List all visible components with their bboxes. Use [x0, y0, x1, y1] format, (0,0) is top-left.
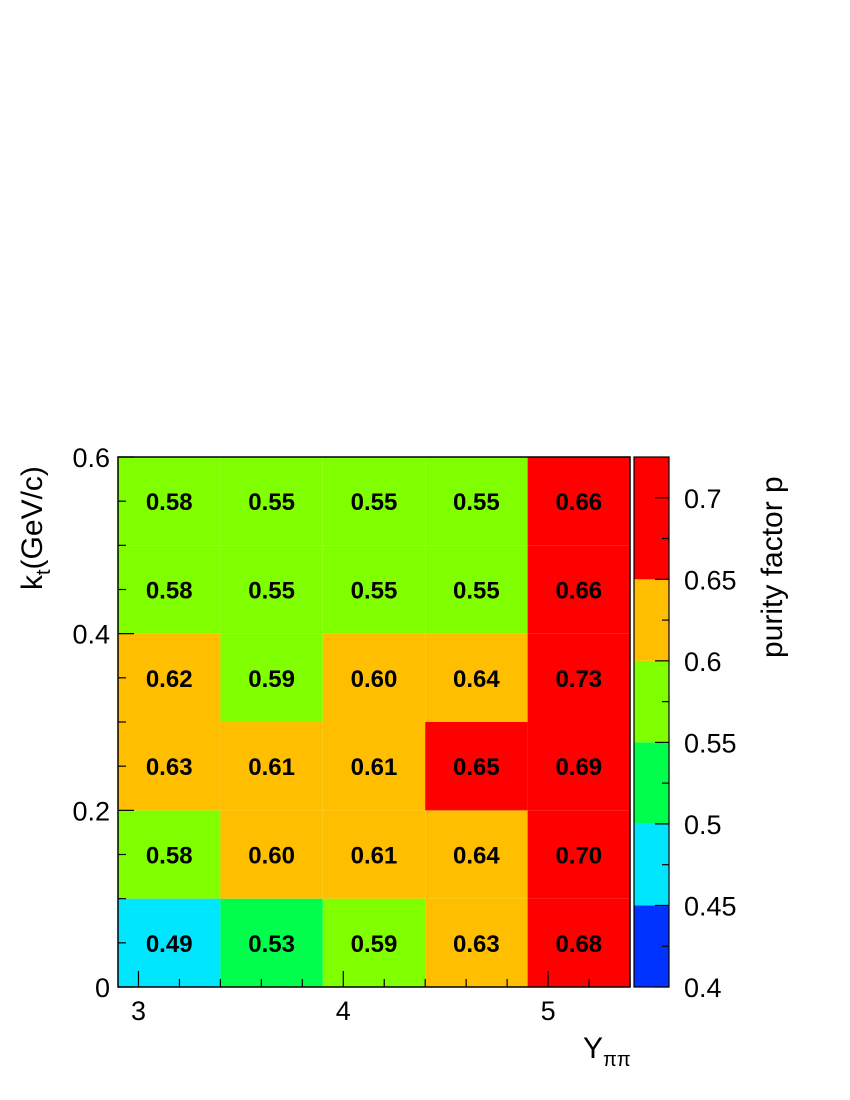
heatmap-cell	[118, 898, 221, 987]
y-axis-ticks: 0 0.2 0.4 0.6	[72, 443, 134, 1003]
heatmap-cell	[425, 457, 528, 546]
heatmap-cell	[220, 545, 323, 634]
x-tick-label: 5	[541, 996, 556, 1026]
heatmap-cell	[527, 457, 630, 546]
heatmap-cells	[118, 457, 630, 987]
heatmap-cell	[425, 810, 528, 899]
heatmap-cell	[220, 722, 323, 811]
heatmap-cell	[425, 545, 528, 634]
cell-value-label: 0.68	[555, 931, 602, 958]
y-axis-title-main: k	[16, 574, 49, 590]
heatmap-cell	[527, 810, 630, 899]
color-palette	[633, 456, 670, 988]
cell-value-label: 0.66	[555, 578, 602, 605]
cell-value-labels: 0.49 0.53 0.59 0.63 0.68 0.58 0.60 0.61 0.64 0.70…	[146, 489, 602, 958]
heatmap-cell	[527, 898, 630, 987]
cell-value-label: 0.63	[453, 931, 500, 958]
heatmap-cell	[118, 722, 221, 811]
heatmap-cell	[220, 810, 323, 899]
cell-value-label: 0.55	[351, 578, 398, 605]
cell-value-label: 0.70	[555, 843, 602, 870]
cell-value-label: 0.73	[555, 666, 602, 693]
cell-value-label: 0.58	[146, 489, 193, 516]
heatmap-cell	[425, 898, 528, 987]
heatmap-cell	[425, 633, 528, 722]
heatmap-cell	[322, 633, 426, 722]
x-axis-ticks: 3 4 5	[131, 971, 631, 1026]
heatmap-cell	[118, 810, 221, 899]
heatmap-cell	[220, 633, 323, 722]
heatmap-cell	[118, 457, 221, 546]
y-tick-label: 0.2	[72, 796, 110, 826]
z-tick-label: 0.65	[684, 565, 737, 595]
cell-value-label: 0.49	[146, 931, 193, 958]
heatmap-cell	[118, 633, 221, 722]
cell-value-label: 0.60	[351, 666, 398, 693]
heatmap-cell	[322, 457, 426, 546]
cell-value-label: 0.55	[453, 578, 500, 605]
y-axis-title: kt(GeV/c)	[16, 466, 55, 590]
cell-value-label: 0.69	[555, 754, 602, 781]
y-axis-title-suffix: (GeV/c)	[16, 466, 49, 569]
z-tick-label: 0.4	[684, 973, 722, 1003]
z-axis-ticks: 0.4 0.45 0.5 0.55 0.6 0.65 0.7	[655, 484, 737, 1003]
x-axis-title-subscript: ππ	[603, 1049, 631, 1071]
cell-value-label: 0.66	[555, 489, 602, 516]
cell-value-label: 0.58	[146, 578, 193, 605]
x-tick-label: 3	[131, 996, 146, 1026]
palette-frame	[633, 456, 670, 988]
palette-band	[634, 457, 669, 580]
x-tick-label: 4	[336, 996, 351, 1026]
cell-value-label: 0.61	[351, 843, 398, 870]
cell-value-label: 0.64	[453, 666, 500, 693]
cell-value-label: 0.55	[453, 489, 500, 516]
z-tick-label: 0.55	[684, 728, 737, 758]
cell-value-label: 0.65	[453, 754, 500, 781]
heatmap-cell	[527, 722, 630, 811]
cell-value-label: 0.55	[351, 489, 398, 516]
heatmap-cell	[322, 722, 426, 811]
y-tick-label: 0	[95, 973, 110, 1003]
z-tick-label: 0.6	[684, 647, 722, 677]
heatmap-cell	[527, 633, 630, 722]
cell-value-label: 0.55	[248, 489, 295, 516]
cell-value-label: 0.62	[146, 666, 193, 693]
z-axis-title: purity factor p	[756, 476, 789, 658]
cell-value-label: 0.61	[351, 754, 398, 781]
cell-value-label: 0.59	[248, 666, 295, 693]
heatmap-cell	[322, 545, 426, 634]
cell-value-label: 0.60	[248, 843, 295, 870]
heatmap-cell	[527, 545, 630, 634]
z-tick-label: 0.45	[684, 891, 737, 921]
z-tick-label: 0.7	[684, 484, 722, 514]
cell-value-label: 0.58	[146, 843, 193, 870]
cell-value-label: 0.55	[248, 578, 295, 605]
heatmap-cell	[322, 810, 426, 899]
heatmap-cell	[118, 545, 221, 634]
heatmap-cell	[322, 898, 426, 987]
heatmap-cell	[425, 722, 528, 811]
z-tick-label: 0.5	[684, 810, 722, 840]
y-tick-label: 0.6	[72, 443, 110, 473]
x-axis-title: Yππ	[583, 1032, 631, 1071]
y-axis-title-subscript: t	[33, 569, 55, 575]
y-tick-label: 0.4	[72, 620, 110, 650]
cell-value-label: 0.61	[248, 754, 295, 781]
x-axis-title-main: Y	[583, 1032, 603, 1065]
cell-value-label: 0.53	[248, 931, 295, 958]
cell-value-label: 0.64	[453, 843, 500, 870]
heatmap-cell	[220, 457, 323, 546]
cell-value-label: 0.59	[351, 931, 398, 958]
heatmap-cell	[220, 898, 323, 987]
cell-value-label: 0.63	[146, 754, 193, 781]
